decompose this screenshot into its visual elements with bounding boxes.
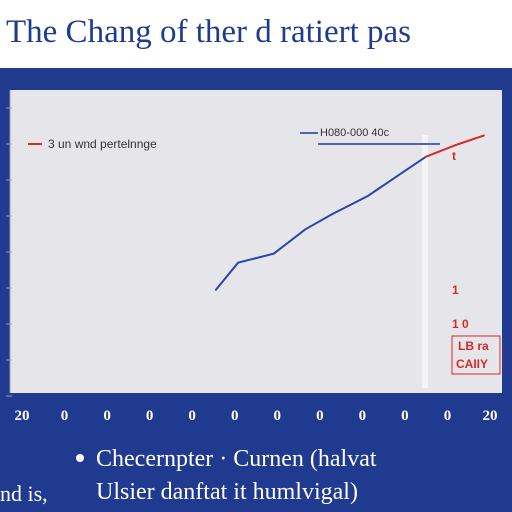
x-tick-label: 0 — [231, 408, 239, 424]
series-line-0 — [214, 155, 427, 291]
chart: 3 un wnd pertelnnge H080-000 40c t 1 1 0 LB r… — [0, 78, 512, 438]
data-point — [398, 174, 400, 176]
x-tick-label: 0 — [103, 408, 111, 424]
x-tick-label: 0 — [359, 408, 367, 424]
bullet-icon — [76, 454, 84, 462]
page-title: The Chang of ther d ratiert pas — [6, 14, 412, 50]
legend-label-right: H080-000 40c — [320, 127, 390, 139]
data-point — [456, 143, 459, 146]
x-tick-label: 0 — [444, 408, 452, 424]
data-point — [367, 195, 369, 197]
annotation-label: 1 0 — [452, 317, 469, 331]
annotation-label: 1 — [452, 283, 459, 297]
data-point — [425, 155, 427, 158]
x-tick-label: 20 — [15, 408, 30, 424]
annotation-label: LB ra — [458, 339, 489, 353]
x-tick-label: 0 — [401, 408, 409, 424]
annotation-box — [451, 335, 501, 375]
data-point — [237, 261, 239, 264]
legend-label-left: 3 un wnd pertelnnge — [48, 137, 157, 151]
data-point — [214, 289, 217, 291]
title-bar: The Chang of ther d ratiert pas — [0, 0, 512, 72]
x-tick-label: 0 — [188, 408, 196, 424]
annotation-label: t — [452, 149, 456, 163]
footer-line-2: Ulsier danftat it humlvigal) — [96, 479, 358, 505]
line-chart-svg: 3 un wnd pertelnnge H080-000 40c t 1 1 0 LB r… — [0, 78, 512, 438]
data-point — [483, 134, 485, 137]
x-tick-label: 0 — [274, 408, 282, 424]
annotation-label: CAIIY — [456, 357, 488, 371]
footer-line-1: Checernpter · Curnen (halvat — [96, 446, 377, 472]
projection-marker — [421, 135, 428, 388]
x-tick-label: 0 — [146, 408, 154, 424]
x-tick-label: 20 — [483, 408, 498, 424]
data-point — [304, 228, 307, 231]
x-tick-label: 0 — [316, 408, 324, 424]
footer-line-2-left: nd is, — [0, 481, 48, 506]
plot-area — [10, 90, 502, 393]
data-point — [273, 252, 275, 255]
data-point — [331, 213, 333, 216]
x-tick-label: 0 — [61, 408, 69, 424]
